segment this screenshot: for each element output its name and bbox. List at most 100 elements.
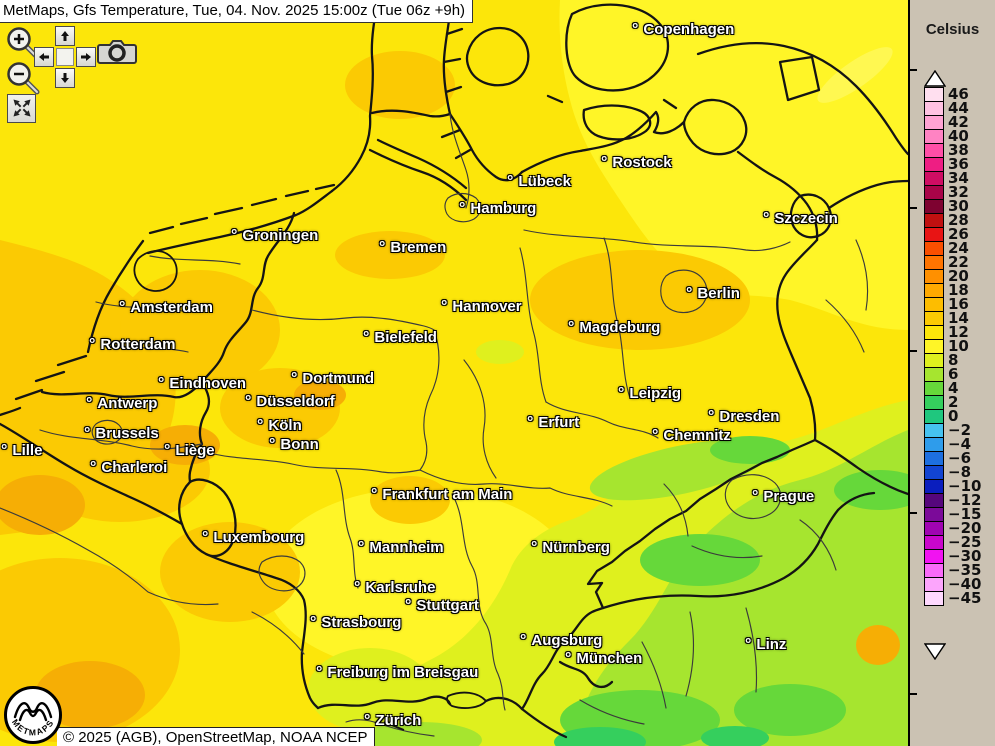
legend-value: 10 bbox=[948, 337, 969, 355]
legend-swatch bbox=[924, 493, 944, 508]
legend-value: 0 bbox=[948, 407, 959, 425]
legend-value: −20 bbox=[948, 519, 982, 537]
legend-value: 42 bbox=[948, 113, 969, 131]
scale-top-arrow-icon bbox=[924, 70, 946, 87]
frame-tick bbox=[910, 693, 917, 695]
legend-value: −2 bbox=[948, 421, 972, 439]
legend-row: 30 bbox=[924, 199, 981, 214]
logo-wave-icon bbox=[13, 702, 53, 722]
legend-swatch bbox=[924, 101, 944, 116]
legend-swatch bbox=[924, 227, 944, 242]
attribution-text: © 2025 (AGB), OpenStreetMap, NOAA NCEP bbox=[63, 729, 368, 746]
legend-swatch bbox=[924, 381, 944, 396]
temperature-field bbox=[0, 0, 908, 746]
expand-arrows-icon bbox=[12, 99, 31, 117]
legend-swatch bbox=[924, 395, 944, 410]
legend-value: −30 bbox=[948, 547, 982, 565]
pan-left-button[interactable] bbox=[34, 47, 54, 67]
magnifier-minus-icon bbox=[7, 62, 40, 95]
weather-map[interactable] bbox=[0, 0, 908, 746]
legend-value: −8 bbox=[948, 463, 972, 481]
metmaps-logo: METMAPS bbox=[4, 686, 62, 744]
arrow-left-icon bbox=[39, 53, 49, 61]
legend-swatch bbox=[924, 241, 944, 256]
legend-value: −40 bbox=[948, 575, 982, 593]
zoom-out-button[interactable] bbox=[6, 61, 40, 95]
frame-tick bbox=[910, 69, 917, 71]
state-border-layer bbox=[0, 113, 869, 737]
screenshot-button[interactable] bbox=[97, 38, 137, 66]
frame-tick bbox=[910, 207, 917, 209]
legend-row: 20 bbox=[924, 269, 981, 284]
legend-swatch bbox=[924, 409, 944, 424]
legend-swatch bbox=[924, 479, 944, 494]
legend-swatch bbox=[924, 311, 944, 326]
legend-value: 30 bbox=[948, 197, 969, 215]
legend-row: 4 bbox=[924, 381, 981, 396]
map-canvas[interactable]: ° Copenhagen ° Rostock ° Lübeck ° Hamburg ° Szcze… bbox=[0, 0, 908, 746]
legend-value: 22 bbox=[948, 253, 969, 271]
legend-swatch bbox=[924, 129, 944, 144]
legend-swatch bbox=[924, 171, 944, 186]
legend-row: −30 bbox=[924, 549, 981, 564]
pan-right-button[interactable] bbox=[76, 47, 96, 67]
legend-value: −4 bbox=[948, 435, 972, 453]
legend-row: 34 bbox=[924, 171, 981, 186]
legend-row: 38 bbox=[924, 143, 981, 158]
legend-value: 16 bbox=[948, 295, 969, 313]
legend-value: 18 bbox=[948, 281, 969, 299]
legend-swatch bbox=[924, 451, 944, 466]
fullscreen-button[interactable] bbox=[7, 94, 36, 123]
legend-row: 28 bbox=[924, 213, 981, 228]
legend-title: Celsius bbox=[925, 21, 980, 38]
legend-swatch bbox=[924, 535, 944, 550]
legend-swatch bbox=[924, 157, 944, 172]
legend-swatch bbox=[924, 213, 944, 228]
pan-center-button[interactable] bbox=[56, 48, 74, 66]
legend-value: −45 bbox=[948, 589, 982, 607]
legend-swatch bbox=[924, 521, 944, 536]
legend-swatch bbox=[924, 591, 944, 606]
legend-value: 4 bbox=[948, 379, 959, 397]
legend-row: −15 bbox=[924, 507, 981, 522]
legend-value: 20 bbox=[948, 267, 969, 285]
legend-value: −15 bbox=[948, 505, 982, 523]
legend-row: 40 bbox=[924, 129, 981, 144]
legend-scale: 46 44 42 40 38 36 34 32 30 28 26 24 22 20 18 16 14 12 10 8 6… bbox=[924, 85, 981, 606]
lake-layer bbox=[133, 250, 487, 731]
legend-value: 2 bbox=[948, 393, 959, 411]
legend-swatch bbox=[924, 269, 944, 284]
legend-swatch bbox=[924, 87, 944, 102]
legend-row: 8 bbox=[924, 353, 981, 368]
pan-up-button[interactable] bbox=[55, 26, 75, 46]
legend-swatch bbox=[924, 283, 944, 298]
camera-icon bbox=[97, 40, 137, 64]
legend-value: 38 bbox=[948, 141, 969, 159]
zoom-in-button[interactable] bbox=[6, 26, 40, 60]
legend-swatch bbox=[924, 115, 944, 130]
legend-swatch bbox=[924, 507, 944, 522]
map-title: MetMaps, Gfs Temperature, Tue, 04. Nov. … bbox=[3, 2, 466, 19]
legend-row: 24 bbox=[924, 241, 981, 256]
arrow-down-icon bbox=[61, 73, 69, 83]
legend-value: −6 bbox=[948, 449, 972, 467]
legend-value: 36 bbox=[948, 155, 969, 173]
legend-value: 28 bbox=[948, 211, 969, 229]
legend-row: −40 bbox=[924, 577, 981, 592]
legend-value: 40 bbox=[948, 127, 969, 145]
legend-row: −45 bbox=[924, 591, 981, 606]
pan-down-button[interactable] bbox=[55, 68, 75, 88]
frame-tick bbox=[910, 512, 917, 514]
magnifier-plus-icon bbox=[7, 27, 40, 60]
coastline-layer bbox=[0, 0, 908, 417]
legend-panel: Celsius 46 44 42 40 38 36 34 32 30 28 26 24 22 20 18 16… bbox=[908, 0, 995, 746]
legend-value: 6 bbox=[948, 365, 959, 383]
legend-row: 26 bbox=[924, 227, 981, 242]
legend-value: 46 bbox=[948, 85, 969, 103]
arrow-right-icon bbox=[81, 53, 91, 61]
legend-row: 22 bbox=[924, 255, 981, 270]
legend-value: 8 bbox=[948, 351, 959, 369]
legend-row: −20 bbox=[924, 521, 981, 536]
frame-tick bbox=[910, 350, 917, 352]
